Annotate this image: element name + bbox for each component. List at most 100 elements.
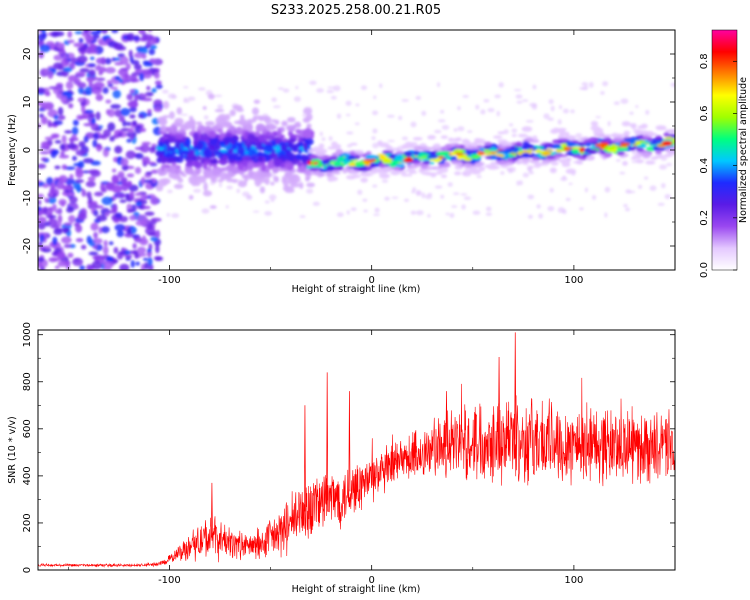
spectrogram-blob xyxy=(424,194,433,200)
spectrogram-blob xyxy=(110,104,121,109)
spectrogram-blob xyxy=(140,176,146,186)
spectrogram-blob xyxy=(80,244,87,250)
spectrogram-blob xyxy=(281,175,291,180)
spectrogram-blob xyxy=(350,170,360,175)
spectrogram-blob xyxy=(369,162,376,168)
spectrogram-blob xyxy=(595,143,605,148)
spectrogram-blob xyxy=(570,109,575,114)
spectrogram-blob xyxy=(453,148,463,153)
spectrogram-blob xyxy=(237,180,248,188)
spectrogram-blob xyxy=(303,142,308,151)
spectrogram-blob xyxy=(462,95,469,98)
spectrogram-blob xyxy=(622,160,628,166)
spectrogram-blob xyxy=(104,66,116,74)
spectrogram-blob xyxy=(222,154,228,162)
spectrogram-blob xyxy=(536,146,545,150)
spectrogram-blob xyxy=(150,236,158,242)
chart-title: S233.2025.258.00.21.R05 xyxy=(271,3,441,18)
spectrogram-blob xyxy=(513,88,522,92)
spectrogram-blob xyxy=(421,192,426,199)
spectrogram-blob xyxy=(518,180,524,186)
spectrogram-blob xyxy=(73,42,84,48)
spectrogram-blob xyxy=(165,126,171,133)
spectrogram-blob xyxy=(516,100,523,104)
spectrogram-blob xyxy=(628,190,636,194)
spectrogram-blob xyxy=(54,165,61,170)
spectrogram-blob xyxy=(515,94,523,99)
spectrogram-blob xyxy=(661,182,666,189)
spectrogram-blob xyxy=(147,232,157,237)
spectrogram-blob xyxy=(228,172,236,178)
spectrogram-blob xyxy=(336,212,344,218)
spectrogram-blob xyxy=(140,194,148,201)
spectrogram-blob xyxy=(232,165,239,175)
snr-ylabel: SNR (10 * v/v) xyxy=(7,416,18,484)
x-tick-label: 100 xyxy=(564,575,583,586)
spectrogram-blob xyxy=(350,207,357,212)
spectrogram-blob xyxy=(102,87,109,94)
spectrogram-blob xyxy=(107,122,116,132)
spectrogram-blob xyxy=(547,117,554,122)
spectrogram-blob xyxy=(643,176,649,180)
spectrogram-blob xyxy=(111,184,123,194)
spectrogram-blob xyxy=(500,164,509,168)
spectrogram-blob xyxy=(587,149,598,155)
spectrogram-blob xyxy=(434,185,443,189)
spectrogram-blob xyxy=(465,149,472,156)
spectrogram-blob xyxy=(297,149,303,154)
spectrogram-blob xyxy=(292,134,301,138)
y-tick-label: 400 xyxy=(22,466,33,485)
spectrogram-blob xyxy=(652,145,660,151)
spectrogram-blob xyxy=(107,108,116,118)
spectrogram-blob xyxy=(118,251,127,255)
spectrogram-blob xyxy=(411,190,415,194)
spectrogram-blob xyxy=(531,104,538,110)
spectrogram-blob xyxy=(477,150,483,156)
spectrogram-blob xyxy=(398,115,403,121)
spectrogram-blob xyxy=(175,165,181,169)
spectrogram-blob xyxy=(453,152,465,156)
spectrogram-blob xyxy=(289,173,295,181)
spectrogram-blob xyxy=(47,207,52,212)
spectrogram-blob xyxy=(83,122,94,127)
spectrogram-blob xyxy=(132,242,137,250)
spectrogram-blob xyxy=(470,159,476,164)
spectrogram-blob xyxy=(325,171,332,177)
spectrogram-blob xyxy=(550,161,559,166)
spectrogram-blob xyxy=(533,162,541,168)
spectrogram-blob xyxy=(390,160,400,165)
spectrogram-blob xyxy=(565,168,577,174)
colorbar: 0.0 0.2 0.4 0.6 0.8 Normalized spectral ampl… xyxy=(699,29,749,278)
spectrogram-blob xyxy=(183,99,190,103)
spectrogram-blob xyxy=(38,87,46,94)
spectrogram-blob xyxy=(79,265,86,270)
spectrogram-blob xyxy=(372,155,381,159)
spectrogram-blob xyxy=(60,95,68,103)
spectrogram-blob xyxy=(94,127,103,132)
spectrogram-blob xyxy=(119,263,130,270)
spectrogram-blob xyxy=(75,224,83,233)
spectrogram-blob xyxy=(655,137,664,141)
spectrogram-blob xyxy=(188,195,194,200)
spectrogram-blob xyxy=(53,228,63,235)
spectrogram-blob xyxy=(120,176,128,183)
spectrogram-blob xyxy=(532,84,537,90)
spectrogram-blob xyxy=(133,63,142,70)
spectrogram-blob xyxy=(670,82,675,87)
spectrogram-blob xyxy=(433,167,441,171)
y-tick-label: 0 xyxy=(22,567,33,573)
spectrogram-blob xyxy=(155,84,163,89)
snr-plot xyxy=(38,332,675,568)
y-tick-label: -20 xyxy=(22,238,33,254)
spectrogram-blob xyxy=(342,167,348,174)
spectrogram-blob xyxy=(268,194,277,201)
spectrogram-blob xyxy=(426,154,438,159)
spectrogram-blob xyxy=(112,89,121,99)
spectrogram-blob xyxy=(437,81,441,88)
spectrogram-blob xyxy=(621,121,631,127)
spectrogram-blob xyxy=(280,143,288,152)
spectrogram-blob xyxy=(517,151,524,156)
spectrogram-blob xyxy=(326,89,334,94)
spectrogram-blob xyxy=(225,113,230,121)
spectrogram-blob xyxy=(129,215,137,221)
